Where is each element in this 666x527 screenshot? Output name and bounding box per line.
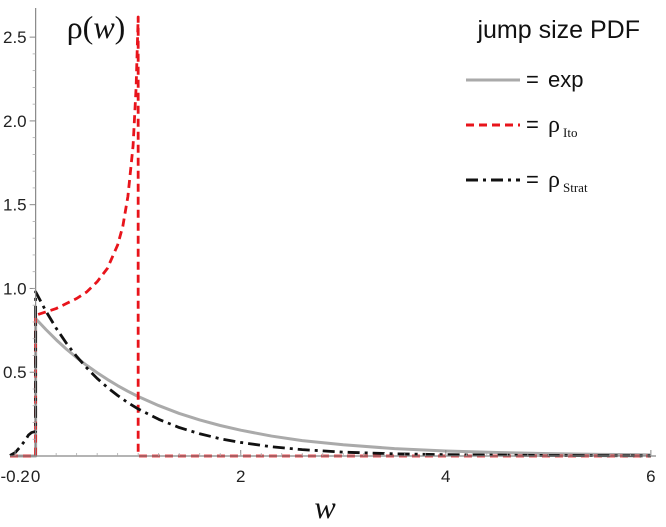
x-tick-label: 2 xyxy=(236,467,245,486)
y-tick-label: 2.5 xyxy=(3,28,27,47)
legend-sub-ito: Ito xyxy=(563,125,577,140)
series-line-ito xyxy=(10,15,651,458)
y-tick-label: 0.5 xyxy=(3,363,27,382)
series-lines xyxy=(9,15,651,458)
y-title-rho: ρ( xyxy=(67,9,94,45)
legend-equals-exp: = xyxy=(526,67,539,92)
legend-title: jump size PDF xyxy=(476,16,640,44)
x-axis-title: w xyxy=(314,489,336,525)
axis-ticks: -0.2 0 2 4 6 0.5 1.0 1.5 2.0 2.5 xyxy=(0,28,655,486)
legend-equals-strat: = xyxy=(526,167,539,192)
series-line-exp xyxy=(10,317,651,458)
legend-label-ito: ρ xyxy=(548,112,560,138)
y-tick-label: 2.0 xyxy=(3,112,27,131)
y-tick-label: 1.5 xyxy=(3,196,27,215)
legend: jump size PDF = exp= ρ Ito= ρ Strat xyxy=(466,16,640,195)
y-tick-label: 1.0 xyxy=(3,279,27,298)
y-title-close: ) xyxy=(115,9,126,45)
legend-label-strat: ρ xyxy=(548,167,560,193)
y-axis-title: ρ(w) xyxy=(67,9,126,45)
x-tick-label: 0 xyxy=(31,467,40,486)
legend-label-exp: exp xyxy=(548,67,583,92)
x-tick-label: 4 xyxy=(441,467,450,486)
legend-sub-strat: Strat xyxy=(563,180,588,195)
x-tick-label: 6 xyxy=(646,467,655,486)
y-title-w: w xyxy=(93,9,115,45)
legend-equals-ito: = xyxy=(526,112,539,137)
x-tick-label: -0.2 xyxy=(0,467,29,486)
series-line-strat xyxy=(9,290,651,458)
